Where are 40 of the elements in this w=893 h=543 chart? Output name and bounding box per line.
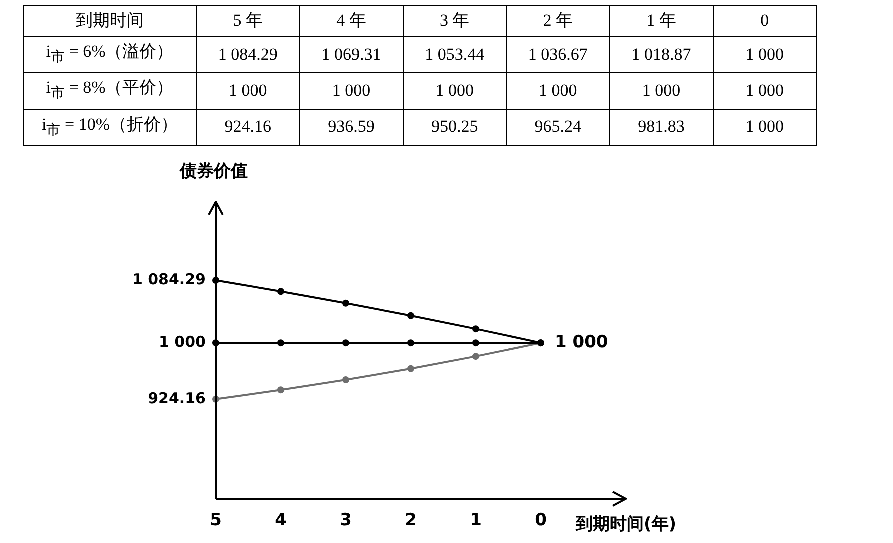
- annotation: 1 000: [555, 332, 608, 353]
- y-tick-label: i$_{市}$ = 6%（溢价）: [24, 36, 196, 73]
- data-label: 1 000: [403, 72, 506, 110]
- y-axis-title: 债券价值: [179, 162, 248, 182]
- x-tick-label: 3: [340, 510, 352, 531]
- data-label: 924.16: [196, 109, 300, 146]
- x-tick-label: 0: [713, 6, 816, 36]
- data-label: 1 053.44: [403, 36, 506, 73]
- x-tick-label: 5 年: [196, 6, 300, 36]
- data-label: 1 000: [713, 72, 816, 110]
- data-label: 965.24: [506, 109, 610, 146]
- data-label: 1 018.87: [610, 36, 714, 73]
- data-label: 1 000: [610, 72, 714, 110]
- x-tick-label: 4 年: [300, 6, 404, 36]
- data-label: 950.25: [403, 109, 506, 146]
- data-label: 1 036.67: [506, 36, 610, 73]
- data-label: 1 000: [713, 109, 816, 146]
- y-tick-label: 924.16: [148, 389, 206, 408]
- x-tick-label: 3 年: [403, 6, 506, 36]
- data-label: 1 069.31: [300, 36, 404, 73]
- y-tick-label: i$_{市}$ = 10%（折价）: [24, 109, 196, 146]
- x-tick-label: 1 年: [610, 6, 714, 36]
- data-label: 936.59: [300, 109, 404, 146]
- y-tick-label: 1 000: [159, 333, 206, 352]
- data-label: 1 000: [713, 36, 816, 73]
- data-label: 1 000: [506, 72, 610, 110]
- data-label: 1 000: [300, 72, 404, 110]
- x-tick-label: 0: [535, 510, 548, 531]
- data-label: 1 000: [196, 72, 300, 110]
- data-label: 981.83: [610, 109, 714, 146]
- x-tick-label: 5: [210, 510, 222, 531]
- x-axis-title: 到期时间(年): [575, 514, 677, 535]
- x-tick-label: 4: [275, 510, 288, 531]
- data-label: 1 084.29: [196, 36, 300, 73]
- x-tick-label: 1: [470, 510, 482, 531]
- y-tick-label: i$_{市}$ = 8%（平价）: [24, 72, 196, 110]
- x-tick-label: 2: [405, 510, 417, 531]
- y-tick-label: 1 084.29: [132, 270, 206, 289]
- x-tick-label: 2 年: [506, 6, 610, 36]
- x-axis-title: 到期时间: [24, 6, 196, 36]
